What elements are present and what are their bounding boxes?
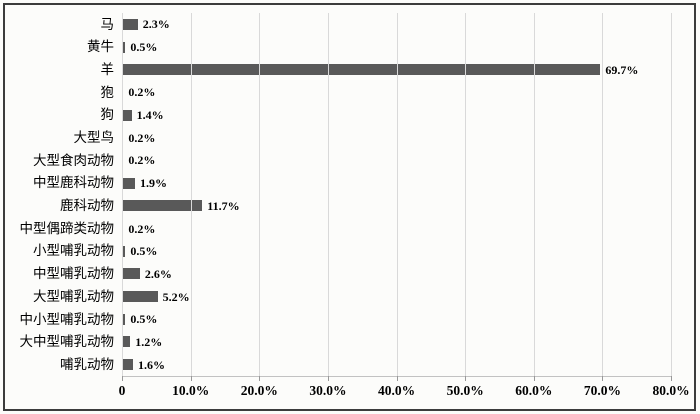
value-label: 5.2% (162, 289, 190, 304)
category-label: 狗 (100, 107, 115, 123)
bar (122, 291, 158, 303)
value-label: 0.2% (128, 221, 156, 236)
x-axis-tick-label: 40.0% (377, 383, 416, 398)
category-label: 小型哺乳动物 (33, 243, 114, 259)
bar-row: 0.5% (122, 308, 671, 331)
value-label: 0.5% (130, 312, 158, 327)
x-axis-tick (465, 376, 467, 381)
bar-row: 69.7% (122, 58, 671, 81)
gridline (602, 13, 604, 376)
category-label: 中小型哺乳动物 (19, 311, 115, 327)
bar-row: 0.5% (122, 240, 671, 263)
bar-row: 5.2% (122, 285, 671, 308)
bar-row: 11.7% (122, 195, 671, 218)
gridline (259, 13, 261, 376)
x-axis-tick (122, 376, 123, 381)
gridline (465, 13, 467, 376)
bar-row: 1.2% (122, 331, 671, 354)
value-label: 1.4% (136, 108, 164, 123)
bar-row: 0.5% (122, 36, 671, 59)
category-label: 大型哺乳动物 (33, 288, 114, 304)
bar-row: 1.4% (122, 104, 671, 127)
x-axis-tick-label: 0 (118, 383, 126, 398)
category-label: 大中型哺乳动物 (19, 334, 115, 350)
x-axis-tick (190, 376, 192, 381)
x-axis-tick-label: 60.0% (515, 383, 553, 398)
gridline (122, 13, 123, 376)
bar (122, 268, 140, 280)
gridline (671, 13, 672, 376)
category-label: 马 (100, 16, 115, 32)
value-label: 0.2% (128, 85, 156, 100)
category-label: 中型哺乳动物 (33, 266, 114, 282)
x-axis-tick-label: 50.0% (446, 383, 484, 398)
category-axis: 马黄牛羊狍狗大型鸟大型食肉动物 中型鹿科动物鹿科动物中型偶蹄类动物小型哺乳动物 中型… (8, 13, 115, 376)
bar-rows: 2.3% 0.5% 69.7% 0.2% 1.4% 0.2% 0.2% 1.9% 11.7% 0.… (122, 13, 671, 376)
category-label: 黄牛 (87, 39, 114, 55)
category-label: 羊 (100, 61, 115, 77)
bar (122, 313, 126, 325)
x-axis-tick (533, 376, 535, 381)
value-label: 0.2% (128, 130, 156, 145)
x-axis-tick (327, 376, 329, 381)
plot-area: 2.3% 0.5% 69.7% 0.2% 1.4% 0.2% 0.2% 1.9% 11.7% 0.… (119, 13, 690, 397)
value-label: 2.6% (144, 266, 172, 281)
gridline (190, 13, 192, 376)
category-label: 哺乳动物 (60, 356, 114, 372)
x-axis-tick-label: 10.0% (172, 383, 210, 398)
value-label: 1.6% (137, 357, 165, 372)
bar-row: 2.3% (122, 13, 671, 36)
bar (122, 336, 131, 348)
value-label: 0.2% (128, 153, 156, 168)
bar-row: 1.9% (122, 172, 671, 195)
bar (122, 64, 601, 76)
x-axis-tick-label: 30.0% (309, 383, 347, 398)
value-label: 11.7% (207, 198, 240, 213)
x-axis-tick (396, 376, 398, 381)
category-label: 鹿科动物 (60, 198, 114, 214)
bar-row: 1.6% (122, 353, 671, 376)
category-label: 中型鹿科动物 (33, 175, 114, 191)
bar (122, 359, 133, 371)
value-label: 0.5% (130, 244, 158, 259)
bar (122, 18, 138, 30)
category-label: 狍 (100, 84, 115, 100)
value-label: 1.2% (135, 334, 163, 349)
value-label: 69.7% (605, 62, 639, 77)
category-label: 中型偶蹄类动物 (19, 220, 115, 236)
value-label: 2.3% (142, 17, 170, 32)
bar (122, 200, 203, 212)
bar (122, 109, 132, 121)
value-label: 0.5% (130, 40, 158, 55)
gridline (533, 13, 535, 376)
bar (122, 41, 126, 53)
gridline (327, 13, 329, 376)
x-axis-tick-label: 70.0% (583, 383, 621, 398)
category-label: 大型鸟 (73, 130, 115, 146)
x-axis-tick (602, 376, 604, 381)
x-axis-tick-label: 20.0% (240, 383, 278, 398)
category-label: 大型食肉动物 (33, 152, 114, 168)
gridline (396, 13, 398, 376)
bar-row: 2.6% (122, 263, 671, 286)
x-axis-tick (259, 376, 261, 381)
bar (122, 177, 136, 189)
value-label: 1.9% (140, 176, 168, 191)
bar (122, 245, 126, 257)
x-axis-tick-label: 80.0% (652, 383, 690, 398)
x-axis-tick (671, 376, 672, 381)
